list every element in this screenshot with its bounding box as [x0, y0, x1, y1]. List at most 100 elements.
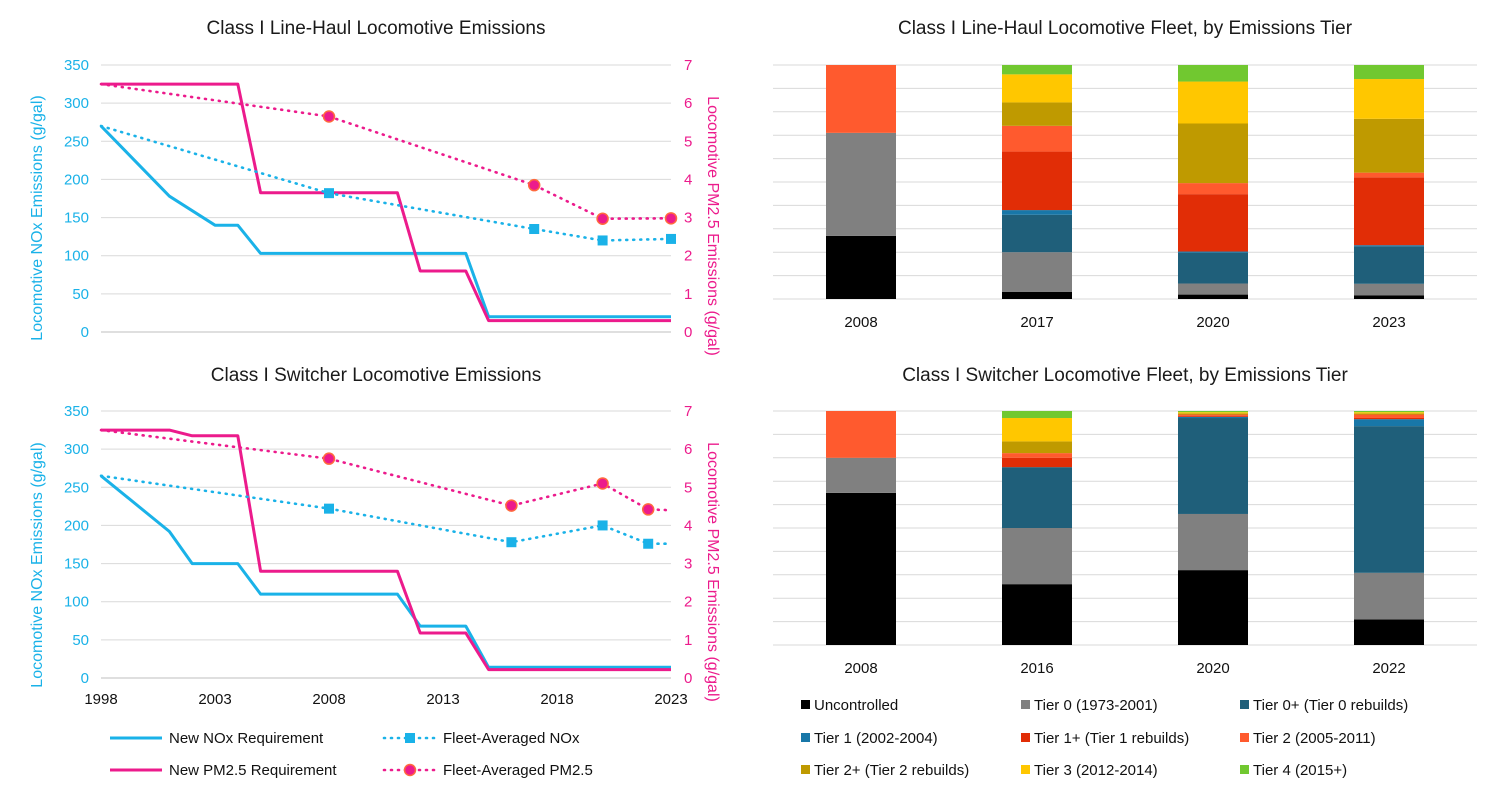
bar-segment-tier-1-2020: [1178, 416, 1248, 419]
bar-segment-tier-2-2008: [826, 65, 896, 133]
series-line-new-nox-requirement-linehaul: [99, 124, 671, 319]
bar-segment-tier-0--2022: [1354, 426, 1424, 573]
bar-segment-tier-1--2020: [1178, 415, 1248, 417]
series-line-new-pm2-5-requirement-linehaul: [101, 82, 671, 323]
x-tick-label-switcher-fleet: 2020: [1196, 660, 1229, 677]
bar-segment-tier-1-2023: [1354, 245, 1424, 247]
data-point-fleet-averaged-nox-switcher: [643, 538, 654, 549]
bar-segment-tier-0--2023: [1354, 246, 1424, 284]
bar-segment-uncontrolled-2008: [826, 492, 896, 645]
series-line-new-nox-requirement-switcher: [100, 474, 671, 669]
bar-segment-tier-0-2008: [826, 457, 896, 493]
legend-tier-uncontrolled: Uncontrolled: [801, 697, 898, 714]
legend-swatch-tier-2: [1240, 733, 1249, 742]
x-tick-label-switcher: 2013: [426, 691, 459, 708]
y-tick-label-linehaul: 50: [72, 286, 89, 303]
data-point-fleet-averaged-pm2-5-linehaul: [322, 110, 336, 123]
bar-segment-tier-0-2020: [1178, 513, 1248, 571]
legend-marker-fleet-averaged-nox: [405, 733, 415, 743]
bar-segment-tier-4-2020: [1178, 65, 1248, 82]
bar-segment-tier-0-2017: [1002, 252, 1072, 292]
series-line-fleet-averaged-pm2-5-linehaul: [99, 82, 673, 220]
y2-tick-label-linehaul: 1: [684, 286, 692, 303]
bar-segment-tier-3-2016: [1002, 418, 1072, 442]
y-tick-label-linehaul: 0: [81, 324, 89, 341]
x-tick-label-linehaul-fleet: 2023: [1372, 314, 1405, 331]
bar-segment-uncontrolled-2016: [1002, 584, 1072, 645]
legend-label-tier-2: Tier 2 (2005-2011): [1253, 730, 1376, 747]
y-axis-title-nox-bottom: Locomotive NOx Emissions (g/gal): [29, 442, 46, 687]
bar-segment-tier-2-2017: [1002, 125, 1072, 152]
x-tick-label-switcher-fleet: 2008: [844, 660, 877, 677]
bar-segment-uncontrolled-2022: [1354, 619, 1424, 645]
bar-segment-tier-2-2008: [826, 411, 896, 458]
y2-tick-label-switcher: 1: [684, 632, 692, 649]
bar-segment-tier-0-2020: [1178, 283, 1248, 295]
data-point-fleet-averaged-pm2-5-switcher: [641, 503, 655, 516]
legend-swatch-tier-0-: [1240, 700, 1249, 709]
x-tick-label-switcher: 2003: [198, 691, 231, 708]
bar-segment-tier-2--2023: [1354, 118, 1424, 173]
legend-item-fleet-averaged-nox: Fleet-Averaged NOx: [382, 730, 580, 747]
bar-segment-tier-3-2023: [1354, 79, 1424, 119]
bar-segment-tier-3-2020: [1178, 81, 1248, 124]
y2-tick-label-switcher: 4: [684, 517, 692, 534]
bar-segment-tier-3-2022: [1354, 412, 1424, 414]
legend-label-fleet-averaged-nox: Fleet-Averaged NOx: [443, 730, 580, 747]
bar-segment-uncontrolled-2023: [1354, 295, 1424, 299]
series-line-fleet-averaged-nox-linehaul: [99, 124, 673, 242]
y-tick-label-switcher: 0: [81, 670, 89, 687]
data-point-fleet-averaged-nox-switcher: [597, 520, 608, 531]
data-point-fleet-averaged-nox-linehaul: [324, 188, 334, 199]
legend-tier-tier-4: Tier 4 (2015+): [1240, 762, 1347, 779]
bar-segment-tier-0--2020: [1178, 252, 1248, 284]
bar-segment-tier-1--2023: [1354, 177, 1424, 246]
bar-segment-tier-0-2023: [1354, 283, 1424, 296]
bar-segment-tier-0--2020: [1178, 418, 1248, 514]
y2-axis-title-pm-top: Locomotive PM2.5 Emissions (g/gal): [704, 96, 721, 356]
y-tick-label-linehaul: 300: [64, 95, 89, 112]
chart-title-switcher-fleet: Class I Switcher Locomotive Fleet, by Em…: [902, 365, 1348, 386]
legend-swatch-tier-1: [801, 733, 810, 742]
y-tick-label-switcher: 50: [72, 632, 89, 649]
data-point-fleet-averaged-nox-switcher: [324, 503, 334, 514]
bar-segment-tier-2-2016: [1002, 453, 1072, 458]
y2-tick-label-linehaul: 4: [684, 171, 692, 188]
x-tick-label-switcher: 2018: [540, 691, 573, 708]
bar-segment-tier-2-2022: [1354, 414, 1424, 418]
x-tick-label-linehaul-fleet: 2008: [844, 314, 877, 331]
bar-segment-tier-1-2020: [1178, 251, 1248, 253]
data-point-fleet-averaged-nox-linehaul: [529, 224, 540, 235]
bar-segment-tier-0--2017: [1002, 214, 1072, 253]
x-tick-label-switcher: 2008: [312, 691, 345, 708]
bar-segment-tier-1--2016: [1002, 457, 1072, 468]
data-point-fleet-averaged-pm2-5-switcher: [322, 452, 336, 465]
data-point-fleet-averaged-pm2-5-linehaul: [664, 212, 678, 225]
data-point-fleet-averaged-pm2-5-switcher: [596, 477, 609, 490]
legend-swatch-tier-3: [1021, 765, 1030, 774]
bar-segment-tier-2-2020: [1178, 414, 1248, 416]
legend-tier-tier-3: Tier 3 (2012-2014): [1021, 762, 1158, 779]
bar-segment-tier-2-2020: [1178, 183, 1248, 195]
y2-axis-title-pm-bottom: Locomotive PM2.5 Emissions (g/gal): [704, 442, 721, 702]
legend-marker-fleet-averaged-pm2-5: [403, 763, 417, 777]
y2-tick-label-linehaul: 6: [684, 95, 692, 112]
legend-label-tier-2-: Tier 2+ (Tier 2 rebuilds): [814, 762, 969, 779]
chart-title-switcher-emissions: Class I Switcher Locomotive Emissions: [211, 365, 542, 386]
bar-segment-tier-2--2017: [1002, 102, 1072, 126]
x-tick-label-linehaul-fleet: 2017: [1020, 314, 1053, 331]
data-point-fleet-averaged-nox-linehaul: [666, 233, 676, 244]
legend-label-tier-1: Tier 1 (2002-2004): [814, 730, 938, 747]
bar-segment-tier-0-2022: [1354, 572, 1424, 620]
legend-tier-tier-1-: Tier 1+ (Tier 1 rebuilds): [1021, 730, 1189, 747]
x-tick-label-switcher: 1998: [84, 691, 117, 708]
bar-segment-tier-4-2023: [1354, 65, 1424, 80]
y2-tick-label-switcher: 2: [684, 594, 692, 611]
y-tick-label-switcher: 350: [64, 403, 89, 420]
legend-label-new-pm2-5-requirement: New PM2.5 Requirement: [169, 762, 337, 779]
y2-tick-label-switcher: 6: [684, 441, 692, 458]
legend-swatch-tier-1-: [1021, 733, 1030, 742]
bar-segment-uncontrolled-2017: [1002, 291, 1072, 299]
bar-segment-tier-1-2017: [1002, 210, 1072, 215]
y-tick-label-linehaul: 250: [64, 133, 89, 150]
